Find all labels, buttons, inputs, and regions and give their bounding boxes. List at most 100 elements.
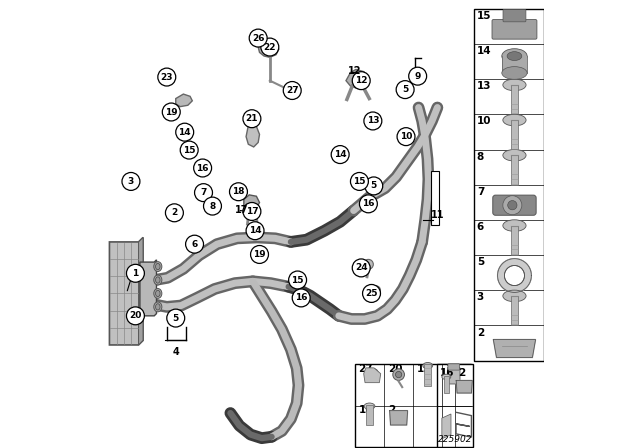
- Text: 15: 15: [353, 177, 365, 186]
- Polygon shape: [364, 368, 381, 383]
- Circle shape: [261, 38, 279, 56]
- Ellipse shape: [497, 258, 531, 293]
- Text: 4: 4: [172, 347, 179, 357]
- Bar: [431, 171, 439, 225]
- Ellipse shape: [154, 289, 162, 298]
- Text: 14: 14: [477, 46, 492, 56]
- Text: 2: 2: [388, 405, 395, 415]
- Circle shape: [122, 172, 140, 190]
- Ellipse shape: [503, 150, 526, 161]
- Text: 5: 5: [477, 257, 484, 267]
- Ellipse shape: [423, 362, 433, 369]
- Text: 27: 27: [286, 86, 298, 95]
- Polygon shape: [493, 340, 536, 358]
- Ellipse shape: [365, 368, 378, 376]
- Ellipse shape: [154, 262, 162, 271]
- Circle shape: [243, 202, 261, 220]
- Text: 15: 15: [183, 146, 195, 155]
- Text: 24: 24: [355, 263, 367, 272]
- Circle shape: [176, 123, 194, 141]
- Circle shape: [194, 159, 212, 177]
- Text: 14: 14: [249, 226, 261, 235]
- Ellipse shape: [371, 286, 380, 295]
- Circle shape: [289, 271, 307, 289]
- Text: 1: 1: [132, 269, 138, 278]
- Text: 6: 6: [477, 222, 484, 232]
- Ellipse shape: [503, 220, 526, 232]
- Text: 7: 7: [200, 188, 207, 197]
- Text: 2: 2: [477, 327, 484, 337]
- Polygon shape: [346, 69, 369, 89]
- Polygon shape: [442, 414, 451, 439]
- Bar: [444, 376, 449, 393]
- Text: 8: 8: [477, 152, 484, 162]
- Ellipse shape: [442, 374, 451, 379]
- Polygon shape: [176, 94, 192, 107]
- Bar: [502, 56, 527, 73]
- Text: 13: 13: [367, 116, 379, 125]
- Text: 27: 27: [358, 364, 373, 374]
- Circle shape: [249, 29, 267, 47]
- Text: 2: 2: [458, 367, 465, 378]
- Circle shape: [167, 309, 185, 327]
- Ellipse shape: [364, 259, 373, 269]
- Polygon shape: [390, 411, 408, 425]
- Circle shape: [352, 259, 370, 277]
- Circle shape: [250, 246, 269, 263]
- Text: 22: 22: [264, 43, 276, 52]
- FancyBboxPatch shape: [493, 195, 536, 215]
- Bar: [437, 364, 473, 447]
- Circle shape: [180, 141, 198, 159]
- Circle shape: [127, 307, 145, 325]
- FancyBboxPatch shape: [492, 20, 537, 39]
- Bar: [366, 405, 372, 425]
- Text: 20: 20: [129, 311, 141, 320]
- Circle shape: [243, 110, 261, 128]
- Circle shape: [503, 196, 522, 215]
- Ellipse shape: [393, 369, 404, 380]
- Circle shape: [352, 72, 370, 90]
- Circle shape: [195, 184, 212, 202]
- Text: 18: 18: [232, 187, 244, 196]
- Ellipse shape: [507, 52, 522, 60]
- Text: 225902: 225902: [438, 435, 472, 444]
- Text: 6: 6: [191, 240, 198, 249]
- Text: 21: 21: [246, 114, 258, 123]
- Circle shape: [163, 103, 180, 121]
- Text: 2: 2: [172, 208, 177, 217]
- Text: 26: 26: [252, 34, 264, 43]
- Circle shape: [396, 81, 414, 99]
- Text: 17: 17: [235, 205, 248, 215]
- Ellipse shape: [154, 275, 162, 285]
- Ellipse shape: [503, 290, 526, 302]
- Polygon shape: [139, 237, 143, 345]
- Circle shape: [365, 177, 383, 195]
- Bar: [511, 226, 518, 255]
- Circle shape: [397, 128, 415, 146]
- Circle shape: [292, 289, 310, 307]
- Text: 14: 14: [334, 150, 346, 159]
- Circle shape: [332, 146, 349, 164]
- Text: 19: 19: [253, 250, 266, 259]
- Ellipse shape: [156, 263, 160, 270]
- Ellipse shape: [396, 371, 402, 378]
- Bar: [511, 85, 518, 115]
- Ellipse shape: [156, 304, 160, 310]
- Circle shape: [186, 235, 204, 253]
- Ellipse shape: [156, 277, 160, 283]
- Ellipse shape: [503, 79, 526, 91]
- Text: 19: 19: [165, 108, 177, 116]
- Circle shape: [362, 284, 380, 302]
- Text: 5: 5: [371, 181, 377, 190]
- Polygon shape: [246, 121, 260, 147]
- Text: 12: 12: [348, 66, 362, 76]
- Bar: [511, 120, 518, 150]
- Ellipse shape: [364, 403, 375, 409]
- FancyBboxPatch shape: [503, 9, 526, 22]
- Text: 13: 13: [477, 82, 492, 91]
- Text: 16: 16: [358, 405, 373, 415]
- FancyBboxPatch shape: [448, 364, 460, 370]
- Text: 17: 17: [246, 207, 258, 216]
- Polygon shape: [109, 237, 143, 345]
- Circle shape: [364, 112, 382, 130]
